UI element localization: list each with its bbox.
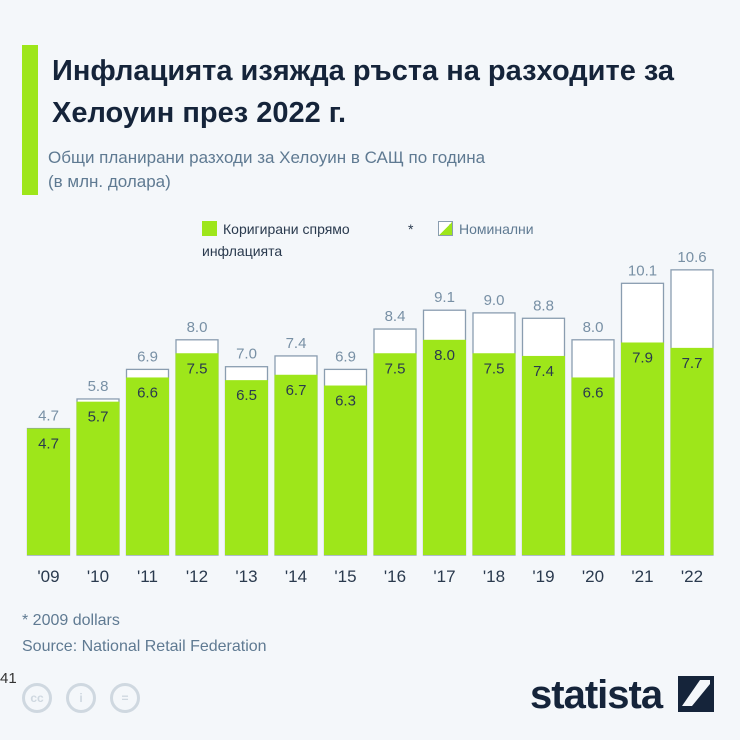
nominal-value-label: 9.1 (434, 289, 455, 306)
adjusted-value-label: 6.5 (236, 387, 257, 404)
adjusted-value-label: 7.9 (632, 349, 653, 366)
source-note: Source: National Retail Federation (22, 638, 267, 655)
legend-swatch-green (202, 221, 217, 236)
x-tick-label: '18 (483, 567, 505, 586)
adjusted-value-label: 7.5 (385, 360, 406, 377)
x-tick-label: '15 (334, 567, 356, 586)
nominal-value-label: 7.4 (286, 335, 307, 352)
legend-nominal: Номинални (438, 218, 534, 240)
x-tick-label: '21 (631, 567, 653, 586)
no-derivatives-icon: = (110, 683, 140, 713)
x-tick-label: '14 (285, 567, 307, 586)
adjusted-bar (76, 401, 120, 555)
adjusted-value-label: 5.7 (88, 409, 109, 426)
subtitle-line-1: Общи планирани разходи за Хелоуин в САЩ … (48, 148, 486, 167)
chart-subtitle: Общи планирани разходи за Хелоуин в САЩ … (48, 146, 485, 194)
adjusted-bar (175, 353, 219, 555)
adjusted-value-label: 6.7 (286, 382, 307, 399)
x-tick-label: '10 (87, 567, 109, 586)
x-tick-label: '19 (532, 567, 554, 586)
adjusted-bar (225, 380, 268, 555)
adjusted-value-label: 7.5 (187, 360, 208, 377)
chart-title: Инфлацията изяжда ръста на разходите за … (52, 55, 675, 129)
title-accent-bar (22, 45, 38, 195)
x-tick-label: '09 (37, 567, 59, 586)
nominal-value-label: 10.6 (677, 249, 706, 266)
legend-adjusted: Коригирани спрямо инфлацията (202, 218, 382, 262)
adjusted-bar (423, 339, 466, 555)
x-tick-label: '13 (235, 567, 257, 586)
adjusted-bar (670, 347, 714, 555)
adjusted-value-label: 7.5 (484, 360, 505, 377)
x-tick-label: '17 (433, 567, 455, 586)
adjusted-bar (621, 342, 664, 555)
x-tick-label: '22 (681, 567, 703, 586)
adjusted-bar (324, 385, 367, 555)
adjusted-bar (522, 355, 565, 555)
x-tick-label: '16 (384, 567, 406, 586)
cc-icon: cc (22, 683, 52, 713)
legend-asterisk: * (408, 221, 414, 237)
subtitle-line-2: (в млн. долара) (48, 172, 171, 191)
adjusted-bar (472, 353, 516, 555)
adjusted-value-label: 8.0 (434, 347, 455, 364)
adjusted-bar (571, 377, 615, 555)
statista-logo-icon (678, 676, 715, 712)
legend-swatch-outline (438, 221, 453, 236)
x-tick-label: '11 (137, 567, 158, 586)
adjusted-value-label: 6.6 (583, 384, 604, 401)
attribution-icon: i (66, 683, 96, 713)
adjusted-bar (274, 374, 318, 555)
adjusted-value-label: 6.3 (335, 393, 356, 410)
adjusted-value-label: 4.7 (38, 436, 59, 453)
x-tick-label: '12 (186, 567, 208, 586)
statista-logo: statista (530, 672, 715, 718)
legend-label-nominal: Номинални (459, 221, 534, 237)
nominal-value-label: 8.8 (533, 297, 554, 314)
edge-number: 41 (0, 670, 17, 687)
nominal-value-label: 5.8 (88, 378, 109, 395)
nominal-value-label: 7.0 (236, 346, 257, 363)
adjusted-value-label: 6.6 (137, 384, 158, 401)
x-tick-label: '20 (582, 567, 604, 586)
adjusted-value-label: 7.4 (533, 363, 554, 380)
nominal-value-label: 6.9 (137, 348, 158, 365)
nominal-value-label: 9.0 (484, 292, 505, 309)
nominal-value-label: 10.1 (628, 262, 657, 279)
adjusted-bar (126, 377, 169, 555)
footnote: * 2009 dollars (22, 612, 120, 629)
nominal-value-label: 4.7 (38, 408, 59, 425)
adjusted-bar (373, 353, 417, 555)
legend-label-adjusted: Коригирани спрямо инфлацията (202, 221, 350, 259)
adjusted-bar (27, 428, 70, 555)
nominal-value-label: 8.4 (385, 308, 406, 325)
adjusted-value-label: 7.7 (682, 355, 703, 372)
nominal-value-label: 6.9 (335, 348, 356, 365)
nominal-value-label: 8.0 (187, 319, 208, 336)
nominal-value-label: 8.0 (583, 319, 604, 336)
